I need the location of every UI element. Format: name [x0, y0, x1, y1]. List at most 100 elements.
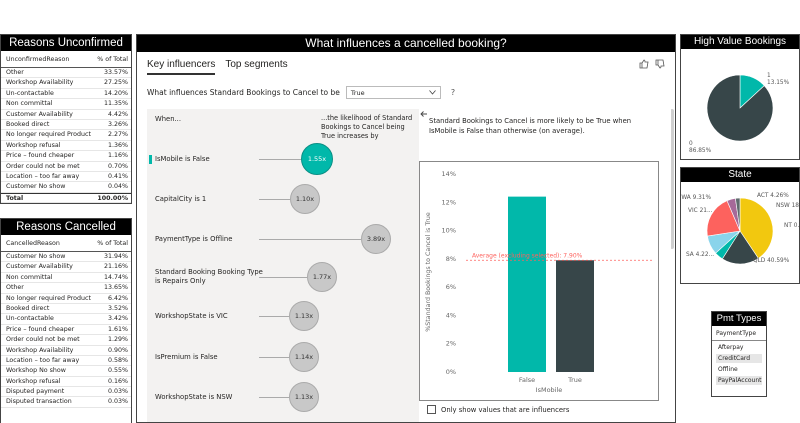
row-reason: Disputed payment [6, 388, 65, 396]
back-arrow-icon[interactable] [419, 109, 429, 122]
row-reason: Location – too far away [6, 356, 80, 364]
col-reason[interactable]: UnconfirmedReason [6, 56, 70, 63]
row-pct: 3.42% [107, 315, 128, 323]
feedback [639, 59, 665, 72]
row-pct: 0.03% [107, 388, 128, 396]
influencer-label[interactable]: PaymentType is Offline [155, 235, 233, 243]
influencer-label[interactable]: WorkshopState is VIC [155, 312, 228, 320]
help-icon[interactable]: ? [450, 88, 456, 97]
col-pct[interactable]: % of Total [97, 240, 128, 247]
pie-slice[interactable] [735, 197, 741, 232]
row-pct: 27.25% [103, 79, 128, 87]
state-title: State [681, 168, 799, 182]
slicer-option[interactable]: Afterpay [718, 344, 744, 351]
table-row[interactable]: Customer Availability 21.16% [1, 262, 131, 273]
influencer-bubble[interactable]: 1.13x [289, 301, 319, 331]
row-pct: 6.42% [107, 294, 128, 302]
scrollbar[interactable] [670, 109, 674, 249]
table-row[interactable]: Disputed payment 0.03% [1, 387, 131, 398]
when-label: When... [155, 115, 181, 123]
row-pct: 3.26% [107, 120, 128, 128]
row-reason: Customer No show [6, 253, 66, 260]
slicer-option[interactable]: Offline [718, 366, 738, 373]
pie-slice[interactable] [739, 197, 774, 259]
pie-data-label: NT 0... [784, 223, 799, 229]
state-pie: QLD 40.59% NSW 18.4... ACT 4.26% WA 9.31% VI… [681, 193, 800, 265]
influencer-bubble[interactable]: 1.14x [289, 342, 319, 372]
influencer-bubble[interactable]: 3.89x [361, 224, 391, 254]
table-row[interactable]: Non committal 11.35% [1, 99, 131, 110]
thumbs-up-icon[interactable] [639, 59, 649, 72]
row-reason: Workshop Availability [6, 79, 74, 87]
influencer-bubble[interactable]: 1.10x [290, 184, 320, 214]
table-row[interactable]: Other 13.65% [1, 283, 131, 294]
table-row[interactable]: Location – too far away 0.41% [1, 172, 131, 183]
table-row[interactable]: No longer required Product 6.42% [1, 294, 131, 304]
col-pct[interactable]: % of Total [97, 56, 128, 63]
table-row[interactable]: Price – found cheaper 1.61% [1, 325, 131, 336]
influencer-label[interactable]: IsMobile is False [155, 155, 210, 163]
thumbs-down-icon[interactable] [655, 59, 665, 72]
main-title: What influences a cancelled booking? [137, 35, 675, 52]
row-pct: 0.41% [107, 172, 128, 180]
table-row[interactable]: Location – too far away 0.58% [1, 356, 131, 367]
influencer-label[interactable]: Standard Booking Booking Type is Repairs… [155, 268, 263, 285]
table-row[interactable]: Customer No show 31.94% [1, 252, 131, 263]
bar[interactable] [508, 196, 546, 372]
row-pct: 33.57% [103, 69, 128, 76]
selected-indicator [149, 155, 152, 164]
row-pct: 0.58% [107, 356, 128, 364]
table-row[interactable]: Workshop Availability 0.90% [1, 346, 131, 356]
table-row[interactable]: No longer required Product 2.27% [1, 130, 131, 141]
table-row[interactable]: Un-contactable 14.20% [1, 89, 131, 100]
table-row[interactable]: Workshop refusal 1.36% [1, 141, 131, 152]
slicer-option[interactable]: PayPalAccount [716, 376, 762, 385]
bar[interactable] [556, 260, 594, 372]
x-tick-label: True [567, 376, 582, 384]
influencer-label[interactable]: WorkshopState is NSW [155, 393, 233, 401]
influencer-bubble[interactable]: 1.55x [301, 143, 333, 175]
table-row[interactable]: Workshop refusal 0.16% [1, 377, 131, 388]
table-row[interactable]: Price – found cheaper 1.16% [1, 151, 131, 162]
table-row[interactable]: Customer No show 0.04% [1, 182, 131, 193]
connector-line [259, 397, 289, 398]
influencer-label[interactable]: IsPremium is False [155, 353, 218, 361]
table-row[interactable]: Non committal 14.74% [1, 273, 131, 284]
checkbox-icon[interactable] [427, 405, 436, 414]
cancelled-col-header[interactable]: CancelledReason % of Total [1, 235, 131, 252]
table-row[interactable]: Workshop No show 0.55% [1, 366, 131, 377]
table-row[interactable]: Disputed transaction 0.03% [1, 397, 131, 408]
tab-key-influencers[interactable]: Key influencers [147, 59, 216, 75]
likelihood-label: ...the likelihood of Standard Bookings t… [321, 114, 413, 140]
table-row[interactable]: Booked direct 3.52% [1, 304, 131, 315]
row-reason: Other [6, 284, 24, 292]
y-tick-label: 0% [446, 368, 456, 376]
outcome-dropdown[interactable]: True [345, 86, 441, 99]
table-row[interactable]: Order could not be met 1.29% [1, 335, 131, 346]
x-axis-label: IsMobile [536, 386, 563, 394]
row-pct: 3.52% [107, 304, 128, 312]
high-value-pie: 1 13.15% 0 86.85% [689, 73, 790, 154]
table-row[interactable]: Workshop Availability 27.25% [1, 78, 131, 89]
tab-top-segments[interactable]: Top segments [225, 59, 288, 70]
unconfirmed-col-header[interactable]: UnconfirmedReason % of Total [1, 51, 131, 68]
slicer-option[interactable]: CreditCard [716, 354, 762, 363]
y-tick-label: 4% [446, 311, 456, 319]
table-row[interactable]: Order could not be met 0.70% [1, 162, 131, 172]
influencers-only-checkbox[interactable]: Only show values that are influencers [427, 405, 569, 414]
influencer-bubble[interactable]: 1.77x [307, 262, 337, 292]
influencer-detail: Standard Bookings to Cancel is more like… [419, 109, 671, 422]
row-reason: Customer Availability [6, 263, 73, 271]
table-row[interactable]: Other 33.57% [1, 68, 131, 79]
influencer-bubble[interactable]: 1.13x [289, 382, 319, 412]
pie-slice[interactable] [706, 74, 774, 142]
pie-data-label: WA 9.31% [681, 195, 711, 201]
pie-slice[interactable] [706, 200, 741, 237]
influencer-label[interactable]: CapitalCity is 1 [155, 195, 207, 203]
table-row[interactable]: Un-contactable 3.42% [1, 314, 131, 325]
table-row[interactable]: Booked direct 3.26% [1, 120, 131, 131]
col-reason[interactable]: CancelledReason [6, 240, 60, 247]
cancelled-table: Reasons Cancelled CancelledReason % of T… [0, 218, 132, 423]
table-row[interactable]: Customer Availability 4.42% [1, 110, 131, 120]
y-tick-label: 2% [446, 340, 456, 348]
